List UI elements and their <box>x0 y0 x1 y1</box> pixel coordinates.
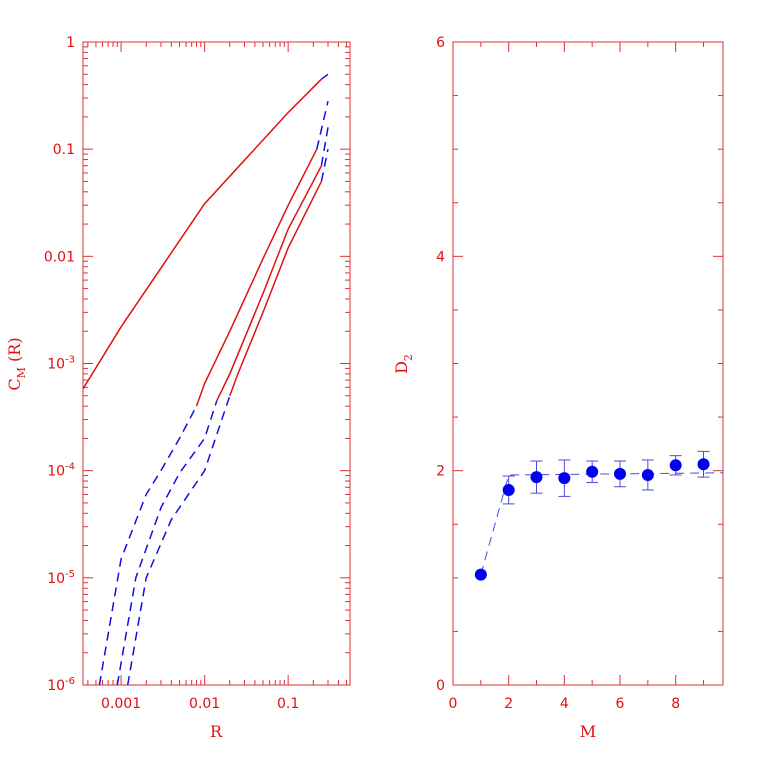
d2-data-point <box>530 471 543 484</box>
right-y-tick-label: 6 <box>436 35 445 51</box>
left-axis-ticks <box>83 41 350 686</box>
right-series-points <box>474 450 724 581</box>
right-x-tick-label: 6 <box>616 696 625 712</box>
left-x-tick-label: 0.1 <box>277 696 299 712</box>
d2-data-point <box>614 467 627 480</box>
left-y-tick-label: 10-4 <box>47 462 75 480</box>
right-x-axis-label: M <box>580 722 596 741</box>
right-y-axis-label: D2 <box>392 354 415 374</box>
d2-data-point <box>502 483 515 496</box>
d2-data-point <box>586 465 599 478</box>
right-x-tick-label: 2 <box>504 696 513 712</box>
right-axis-tick-labels: 0 2 4 6 0 2 4 6 8 <box>436 35 680 712</box>
correlation-sum-solid-line <box>195 148 318 407</box>
right-axis-ticks <box>452 41 723 686</box>
d2-data-point <box>558 472 571 485</box>
d2-data-point <box>641 468 654 481</box>
left-series-lines <box>82 73 329 686</box>
right-x-tick-label: 8 <box>671 696 680 712</box>
left-x-tick-label: 0.001 <box>101 696 141 712</box>
left-y-tick-label: 0.1 <box>53 142 75 158</box>
correlation-sum-solid-line <box>82 78 322 390</box>
correlation-sum-solid-line <box>216 165 323 402</box>
left-y-tick-label: 0.01 <box>44 249 75 265</box>
right-x-tick-label: 4 <box>560 696 569 712</box>
correlation-sum-solid-line <box>229 181 323 397</box>
d2-trend-dashed-line <box>480 472 724 575</box>
left-y-tick-label: 10-5 <box>47 569 75 587</box>
left-y-tick-label: 10-6 <box>47 676 75 694</box>
left-y-axis-label: CM (R) <box>5 337 28 390</box>
correlation-sum-dashed-line <box>126 395 231 686</box>
correlation-sum-dashed-line <box>98 405 198 686</box>
d2-data-point <box>474 568 487 581</box>
correlation-sum-dashed-line <box>320 127 329 166</box>
correlation-sum-dashed-line <box>116 400 218 686</box>
left-axis-tick-labels: 10-6 10-5 10-4 10-3 0.01 0.1 1 0.001 0.01 0.1 <box>44 35 299 712</box>
right-d2-vs-m-panel: 0 2 4 6 0 2 4 6 8 M D2 <box>392 35 724 741</box>
left-y-tick-label: 1 <box>66 35 75 51</box>
right-x-tick-label: 0 <box>449 696 458 712</box>
d2-data-point <box>697 458 710 471</box>
correlation-sum-dashed-line <box>320 73 329 80</box>
left-log-log-panel: 10-6 10-5 10-4 10-3 0.01 0.1 1 0.001 0.01 0.1 R C… <box>5 35 351 741</box>
right-y-tick-label: 2 <box>436 464 445 480</box>
correlation-sum-dashed-line <box>320 149 329 182</box>
right-plot-frame <box>452 41 724 686</box>
left-x-tick-label: 0.01 <box>189 696 220 712</box>
right-y-tick-label: 4 <box>436 249 445 265</box>
left-x-axis-label: R <box>210 722 223 741</box>
left-plot-frame <box>82 41 351 686</box>
right-y-tick-label: 0 <box>436 678 445 694</box>
correlation-sum-dashed-line <box>316 101 329 150</box>
left-y-tick-label: 10-3 <box>47 355 75 373</box>
d2-data-point <box>669 459 682 472</box>
